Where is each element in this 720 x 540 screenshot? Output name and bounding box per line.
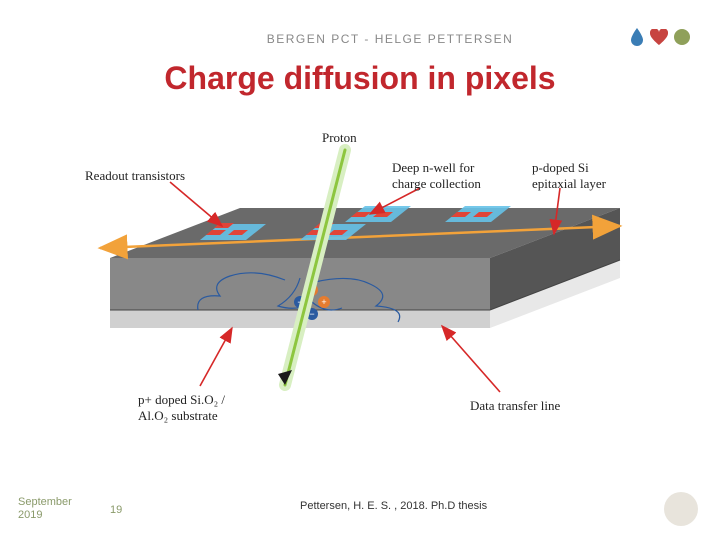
corner-icons (630, 28, 690, 46)
arrow-readout (170, 182, 222, 226)
arrow-datatransfer (442, 326, 500, 392)
arrow-substrate (200, 328, 232, 386)
slide-title: Charge diffusion in pixels (0, 60, 720, 97)
label-substrate: p+ doped Si.O₂ /Al.O₂ substrate (138, 392, 225, 423)
footer-date: September2019 (18, 496, 72, 522)
drop-icon (630, 28, 644, 46)
svg-text:+: + (321, 297, 326, 307)
dot-icon (674, 29, 690, 45)
label-deep-nwell: Deep n-well forcharge collection (392, 160, 481, 191)
heart-icon (650, 29, 668, 45)
label-proton: Proton (322, 130, 357, 146)
header-subtitle: BERGEN PCT - HELGE PETTERSEN (180, 32, 600, 46)
label-datatransfer: Data transfer line (470, 398, 560, 414)
footer-page: 19 (110, 504, 122, 516)
label-readout: Readout transistors (85, 168, 185, 184)
diagram-container: Proton Readout transistors Deep n-well f… (60, 130, 660, 430)
citation: Pettersen, H. E. S. , 2018. Ph.D thesis (300, 500, 487, 512)
label-pdoped: p-doped Siepitaxial layer (532, 160, 606, 191)
university-seal (664, 492, 698, 526)
